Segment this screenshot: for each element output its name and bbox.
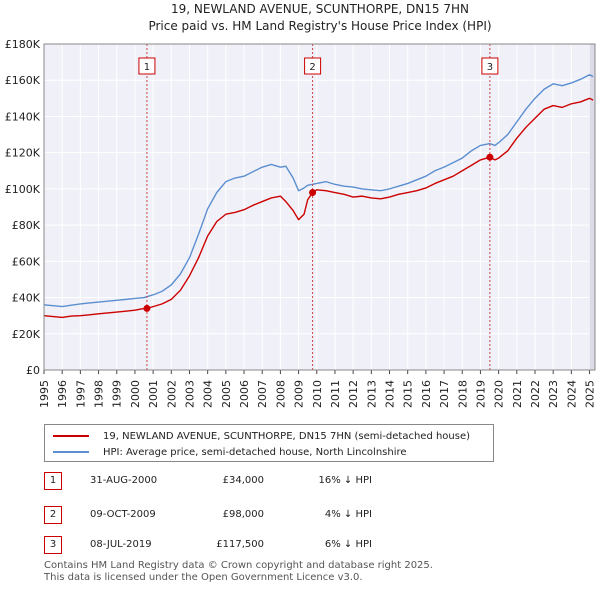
footer-attribution: Contains HM Land Registry data © Crown c… <box>44 560 433 584</box>
y-tick-label: £160K <box>5 74 41 87</box>
x-tick-label: 2018 <box>456 380 469 408</box>
x-tick-label: 2008 <box>274 380 287 408</box>
y-tick-label: £180K <box>5 38 41 51</box>
sale-row: 2 09-OCT-2009 £98,000 4% ↓ HPI <box>44 506 464 524</box>
plot-area <box>44 44 595 370</box>
legend-swatch-property <box>53 435 89 437</box>
legend-label-hpi: HPI: Average price, semi-detached house,… <box>103 446 407 458</box>
x-tick-label: 2022 <box>529 380 542 408</box>
x-tick-label: 2016 <box>420 380 433 408</box>
y-tick-label: £0 <box>26 364 40 377</box>
legend-label-property: 19, NEWLAND AVENUE, SCUNTHORPE, DN15 7HN… <box>103 430 471 442</box>
y-tick-label: £80K <box>12 219 41 232</box>
x-tick-label: 2003 <box>183 380 196 408</box>
sale-row: 1 31-AUG-2000 £34,000 16% ↓ HPI <box>44 472 464 490</box>
x-tick-label: 2015 <box>402 380 415 408</box>
x-tick-label: 2007 <box>256 380 269 408</box>
sale-price: £34,000 <box>222 475 264 486</box>
sale-hpi-diff: 4% ↓ HPI <box>324 509 372 520</box>
x-tick-label: 2024 <box>565 380 578 408</box>
sale-number-badge: 3 <box>44 536 62 554</box>
x-tick-label: 1997 <box>74 380 87 408</box>
legend-swatch-hpi <box>53 451 89 453</box>
x-tick-label: 2009 <box>293 380 306 408</box>
sale-marker-box <box>138 57 156 75</box>
x-tick-label: 2025 <box>584 380 597 408</box>
y-tick-label: £20K <box>12 328 41 341</box>
sale-marker-label: 3 <box>487 62 493 73</box>
x-tick-label: 2023 <box>547 380 560 408</box>
plot-border <box>43 43 596 371</box>
sale-hpi-diff: 6% ↓ HPI <box>324 539 372 550</box>
footer-line-2: This data is licensed under the Open Gov… <box>44 572 363 583</box>
y-tick-label: £40K <box>12 292 41 305</box>
chart-title: 19, NEWLAND AVENUE, SCUNTHORPE, DN15 7HN <box>171 2 469 16</box>
sale-hpi-diff: 16% ↓ HPI <box>318 475 372 486</box>
x-tick-label: 2005 <box>220 380 233 408</box>
legend-item-property: 19, NEWLAND AVENUE, SCUNTHORPE, DN15 7HN… <box>53 429 470 443</box>
x-tick-label: 2012 <box>347 380 360 408</box>
y-tick-label: £60K <box>12 255 41 268</box>
sale-price: £98,000 <box>222 509 264 520</box>
price-chart: 19, NEWLAND AVENUE, SCUNTHORPE, DN15 7HN… <box>5 2 597 408</box>
x-tick-label: 2004 <box>202 380 215 408</box>
x-tick-label: 2011 <box>329 380 342 408</box>
x-tick-label: 2002 <box>165 380 178 408</box>
x-tick-label: 1999 <box>111 380 124 408</box>
x-tick-label: 2010 <box>311 380 324 408</box>
sale-marker-label: 2 <box>309 62 315 73</box>
chart-subtitle: Price paid vs. HM Land Registry's House … <box>148 19 491 33</box>
sale-date: 09-OCT-2009 <box>90 509 156 520</box>
x-tick-label: 2006 <box>238 380 251 408</box>
x-tick-label: 2021 <box>511 380 524 408</box>
sale-date: 31-AUG-2000 <box>90 475 158 486</box>
sale-price: £117,500 <box>216 539 264 550</box>
sale-date: 08-JUL-2019 <box>90 539 152 550</box>
x-tick-label: 1995 <box>38 380 51 408</box>
x-tick-label: 2019 <box>474 380 487 408</box>
sale-point <box>486 153 494 161</box>
sale-marker-box <box>304 57 322 75</box>
x-tick-label: 1998 <box>93 380 106 408</box>
x-tick-label: 1996 <box>56 380 69 408</box>
x-tick-label: 2001 <box>147 380 160 408</box>
chart-legend: 19, NEWLAND AVENUE, SCUNTHORPE, DN15 7HN… <box>44 424 494 462</box>
sale-row: 3 08-JUL-2019 £117,500 6% ↓ HPI <box>44 536 464 554</box>
sale-point <box>143 304 151 312</box>
y-tick-label: £100K <box>5 183 41 196</box>
x-tick-label: 2014 <box>384 380 397 408</box>
legend-item-hpi: HPI: Average price, semi-detached house,… <box>53 445 407 459</box>
y-tick-label: £120K <box>5 147 41 160</box>
x-tick-label: 2013 <box>365 380 378 408</box>
y-tick-label: £140K <box>5 110 41 123</box>
hpi-line <box>43 74 594 308</box>
x-tick-label: 2000 <box>129 380 142 408</box>
sale-marker-box <box>481 57 499 75</box>
sale-number-badge: 2 <box>44 506 62 524</box>
x-tick-label: 2017 <box>438 380 451 408</box>
x-tick-label: 2020 <box>493 380 506 408</box>
forecast-band <box>589 44 595 370</box>
sale-number-badge: 1 <box>44 472 62 490</box>
sale-marker-label: 1 <box>144 62 150 73</box>
footer-line-1: Contains HM Land Registry data © Crown c… <box>44 560 433 571</box>
sale-point <box>309 189 317 197</box>
